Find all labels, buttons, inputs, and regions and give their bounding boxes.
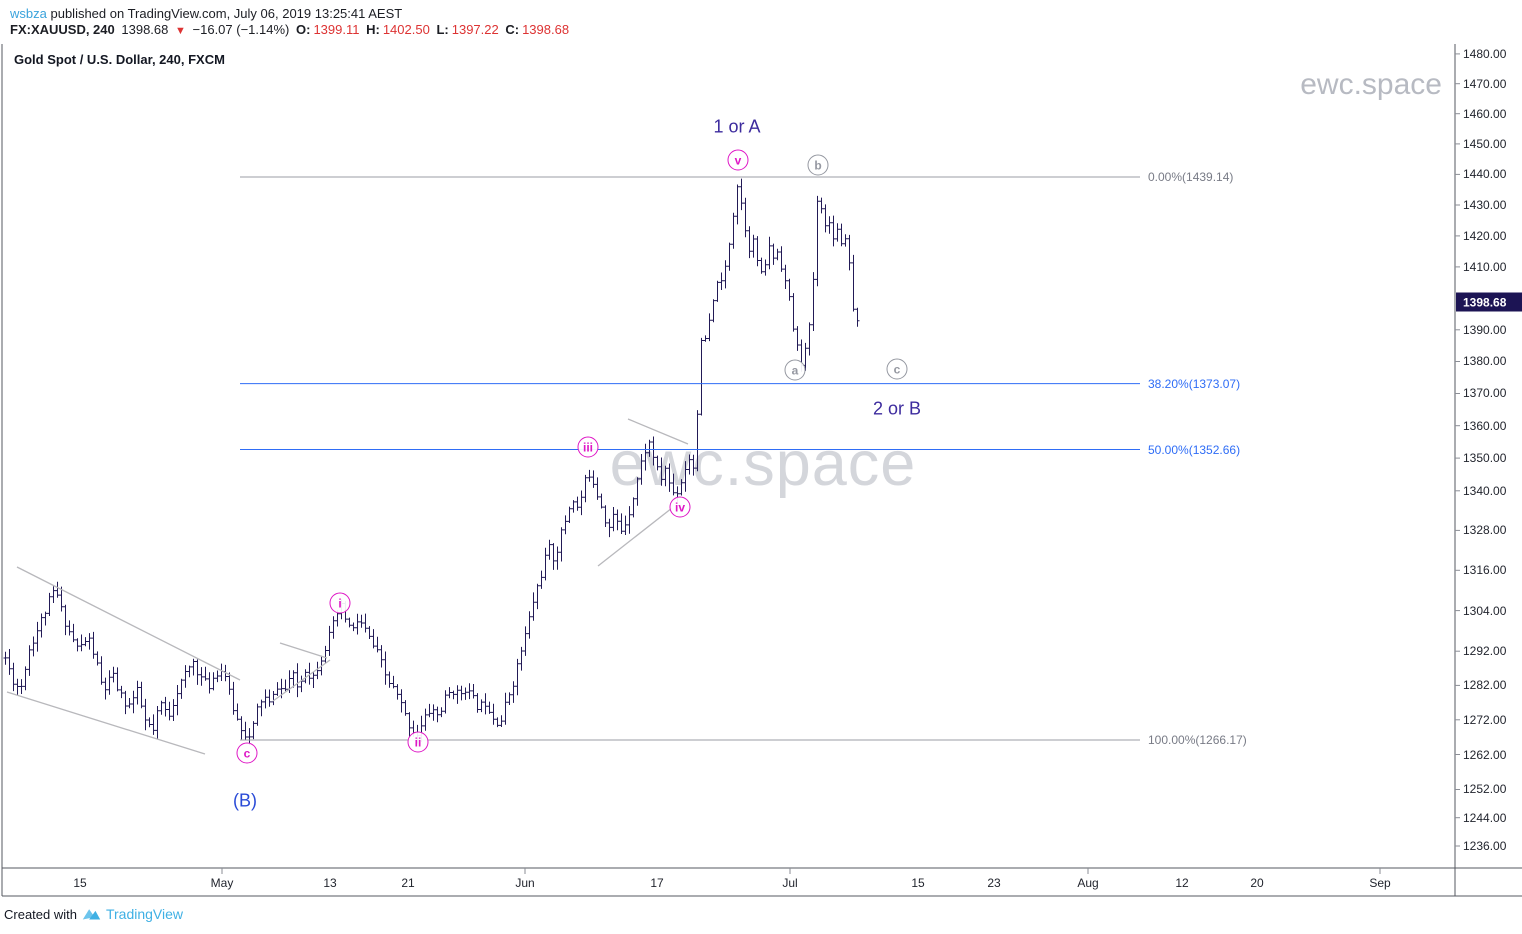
price-axis-label: 1328.00 <box>1463 523 1507 538</box>
time-axis-label: Sep <box>1369 876 1391 890</box>
footer: Created with TradingView <box>4 906 183 922</box>
time-axis-label: Aug <box>1077 876 1099 890</box>
publish-info: wsbza published on TradingView.com, July… <box>10 6 402 21</box>
last-price: 1398.68 <box>121 22 169 37</box>
trendline-2[interactable] <box>279 642 328 659</box>
wave-marker-a[interactable]: a <box>784 359 806 381</box>
fib-label: 50.00%(1352.66) <box>1148 442 1241 457</box>
symbol-status-row: FX:XAUUSD, 240 1398.68 ▼ −16.07 (−1.14%)… <box>10 22 572 37</box>
fib-label: 38.20%(1373.07) <box>1148 376 1241 391</box>
author-link[interactable]: wsbza <box>10 6 47 21</box>
chart-title: Gold Spot / U.S. Dollar, 240, FXCM <box>14 52 225 67</box>
fib-label: 0.00%(1439.14) <box>1148 170 1234 184</box>
price-axis-label: 1460.00 <box>1463 106 1507 121</box>
down-triangle-icon: ▼ <box>175 25 186 37</box>
wave-marker-c[interactable]: c <box>886 358 908 380</box>
price-axis-label: 1340.00 <box>1463 483 1507 498</box>
price-axis-label: 1380.00 <box>1463 354 1507 369</box>
wave-marker-v[interactable]: v <box>727 149 749 171</box>
time-axis-label: May <box>210 876 234 890</box>
price-axis-label: 1272.00 <box>1463 712 1507 727</box>
price-axis-label: 1480.00 <box>1463 46 1507 61</box>
price-axis-label: 1262.00 <box>1463 747 1507 762</box>
price-axis-label: 1370.00 <box>1463 386 1507 401</box>
wave-marker-i[interactable]: i <box>329 592 351 614</box>
created-with-text: Created with <box>4 906 77 922</box>
price-axis-label: 1236.00 <box>1463 839 1507 854</box>
trendline-3[interactable] <box>272 659 331 702</box>
price-axis-label: 1244.00 <box>1463 810 1507 825</box>
price-change: −16.07 (−1.14%) <box>192 22 290 37</box>
price-axis-label: 1470.00 <box>1463 76 1507 91</box>
price-axis-label: 1252.00 <box>1463 782 1507 797</box>
trendline-1[interactable] <box>6 691 206 755</box>
wave-marker-ii[interactable]: ii <box>407 731 429 753</box>
time-axis-label: 15 <box>73 876 87 890</box>
time-axis-label: 12 <box>1175 876 1189 890</box>
price-axis-label: 1410.00 <box>1463 259 1507 274</box>
time-axis-label: Jul <box>782 876 798 890</box>
tradingview-logo-icon <box>82 909 101 920</box>
trendline-0[interactable] <box>16 566 241 681</box>
time-axis-label: 17 <box>650 876 664 890</box>
time-axis-label: 23 <box>987 876 1001 890</box>
close-value: 1398.68 <box>522 22 570 37</box>
price-axis-label: 1440.00 <box>1463 167 1507 182</box>
time-axis-label: 21 <box>401 876 415 890</box>
wave-label-1-or-A[interactable]: 1 or A <box>713 116 761 137</box>
center-watermark: ewc.space <box>609 429 917 499</box>
close-label: C: <box>505 22 520 37</box>
wave-marker-c-minor[interactable]: c <box>236 742 258 764</box>
wave-label-2-or-B[interactable]: 2 or B <box>872 398 922 419</box>
wave-marker-iii[interactable]: iii <box>577 436 599 458</box>
price-axis-label: 1304.00 <box>1463 603 1507 618</box>
price-axis-label: 1316.00 <box>1463 563 1507 578</box>
symbol-label: FX:XAUUSD, 240 <box>10 22 115 37</box>
corner-watermark: ewc.space <box>1300 68 1442 101</box>
price-axis-label: 1292.00 <box>1463 644 1507 659</box>
price-axis-label: 1350.00 <box>1463 451 1507 466</box>
last-price-tag: 1398.68 <box>1456 292 1522 312</box>
price-axis-label: 1360.00 <box>1463 418 1507 433</box>
open-value: 1399.11 <box>313 22 360 37</box>
low-label: L: <box>436 22 449 37</box>
high-label: H: <box>366 22 380 37</box>
open-label: O: <box>296 22 311 37</box>
tradingview-link[interactable]: TradingView <box>105 906 184 922</box>
price-axis-label: 1282.00 <box>1463 678 1507 693</box>
fib-label: 100.00%(1266.17) <box>1148 733 1247 747</box>
price-axis-label: 1390.00 <box>1463 322 1507 337</box>
wave-marker-b[interactable]: b <box>807 154 829 176</box>
publish-text: published on TradingView.com, July 06, 2… <box>50 6 403 21</box>
price-axis-label: 1450.00 <box>1463 136 1507 151</box>
wave-label-B[interactable]: (B) <box>233 790 257 811</box>
high-value: 1402.50 <box>382 22 430 37</box>
time-axis-label: 13 <box>323 876 337 890</box>
low-value: 1397.22 <box>451 22 499 37</box>
price-axis-label: 1420.00 <box>1463 228 1507 243</box>
time-axis-label: 15 <box>911 876 925 890</box>
price-axis-label: 1430.00 <box>1463 198 1507 212</box>
time-axis-label: Jun <box>515 876 535 890</box>
time-axis-label: 20 <box>1250 876 1264 890</box>
trendline-5[interactable] <box>597 507 673 567</box>
